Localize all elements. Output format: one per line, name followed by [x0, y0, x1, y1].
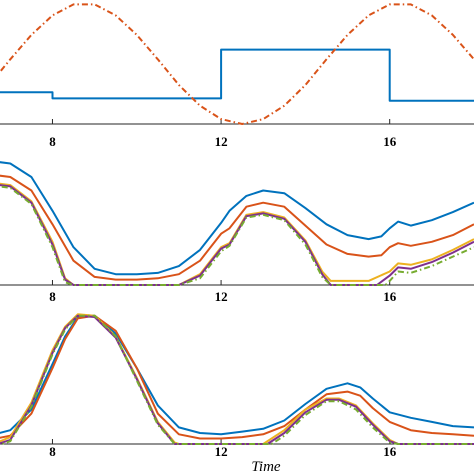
x-tick-label: 8: [49, 289, 56, 304]
series-line-4: [0, 314, 474, 445]
middle-panel: 8 12 16: [0, 161, 474, 304]
x-tick-label: 8: [49, 134, 56, 149]
series-line-1: [0, 161, 474, 276]
series-line-1: [0, 48, 474, 102]
bottom-panel: 8 12 16: [0, 313, 474, 459]
x-tick-label: 12: [215, 289, 228, 304]
x-tick-label: 12: [215, 134, 228, 149]
series-line-2: [0, 314, 474, 440]
series-line-2: [0, 174, 474, 281]
x-tick-label: 16: [383, 289, 397, 304]
series-line-4: [0, 184, 474, 286]
series-line-2: [0, 3, 474, 125]
top-panel: 8 12 16: [0, 3, 474, 149]
series-line-1: [0, 314, 474, 436]
series-line-3: [0, 313, 474, 445]
x-tick-label: 16: [383, 134, 397, 149]
x-tick-label: 8: [49, 444, 56, 459]
series-line-5: [0, 185, 474, 286]
x-tick-label: 16: [383, 444, 397, 459]
x-tick-label: 12: [215, 444, 228, 459]
x-axis-title: Time: [251, 459, 281, 474]
series-line-5: [0, 314, 474, 445]
